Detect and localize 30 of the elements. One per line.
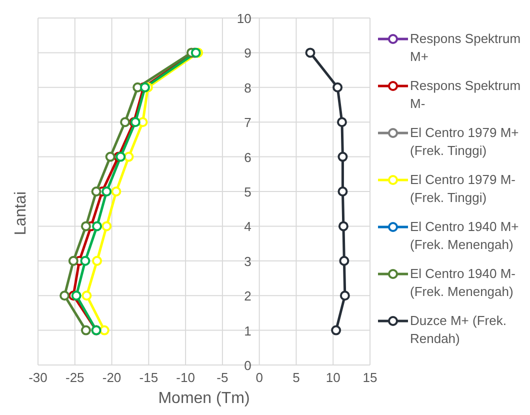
y-tick-label: 8 bbox=[244, 80, 252, 96]
x-tick-label: 0 bbox=[256, 370, 263, 386]
legend-label: Duzce M+ (Frek. Rendah) bbox=[410, 312, 508, 348]
x-tick-label: -20 bbox=[102, 370, 122, 386]
legend-label: El Centro 1940 M+ (Frek. Menengah) bbox=[410, 218, 520, 254]
legend-label: Respons Spektrum M- bbox=[410, 77, 522, 113]
x-tick-label: -10 bbox=[176, 370, 195, 386]
x-tick-label: -15 bbox=[139, 370, 158, 386]
x-axis-title: Momen (Tm) bbox=[158, 390, 250, 407]
y-tick-label: 2 bbox=[244, 288, 252, 304]
y-tick-label: 5 bbox=[244, 184, 252, 200]
x-tick-label: -25 bbox=[65, 370, 84, 386]
legend-label: Respons Spektrum M+ bbox=[410, 30, 522, 66]
y-tick-label: 4 bbox=[244, 219, 252, 234]
y-tick-label: 6 bbox=[244, 150, 252, 165]
x-tick-label: -5 bbox=[216, 370, 228, 386]
legend-label: El Centro 1979 M+ (Frek. Tinggi) bbox=[410, 124, 520, 160]
legend-label: El Centro 1940 M- (Frek. Menengah) bbox=[410, 265, 516, 301]
y-tick-label: 1 bbox=[244, 323, 252, 338]
y-tick-label: 0 bbox=[244, 358, 252, 373]
x-tick-label: 10 bbox=[326, 370, 340, 386]
x-tick-label: 15 bbox=[362, 370, 378, 386]
x-tick-label: 5 bbox=[292, 370, 300, 386]
x-tick-label: -30 bbox=[28, 370, 48, 386]
y-tick-label: 9 bbox=[244, 46, 252, 61]
y-tick-label: 7 bbox=[244, 115, 252, 130]
legend-label: El Centro 1979 M- (Frek. Tinggi) bbox=[410, 171, 516, 207]
y-tick-label: 10 bbox=[236, 11, 252, 26]
y-axis-title: Lantai bbox=[12, 192, 30, 236]
y-tick-label: 3 bbox=[244, 254, 252, 269]
